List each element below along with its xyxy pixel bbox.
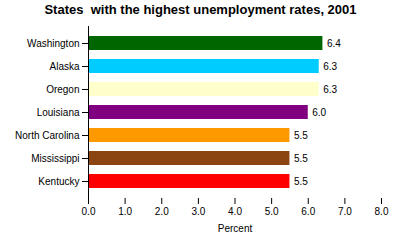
svg-text:5.5: 5.5 [294,130,308,141]
svg-text:North Carolina: North Carolina [15,130,80,141]
svg-text:6.3: 6.3 [323,84,337,95]
svg-text:8.0: 8.0 [375,206,389,217]
svg-text:5.5: 5.5 [294,153,308,164]
svg-text:2.0: 2.0 [155,206,169,217]
svg-text:1.0: 1.0 [118,206,132,217]
svg-text:6.3: 6.3 [323,61,337,72]
svg-text:Alaska: Alaska [49,61,79,72]
svg-text:6.4: 6.4 [327,38,341,49]
svg-text:6.0: 6.0 [301,206,315,217]
svg-text:5.5: 5.5 [294,176,308,187]
html-text:States with the highest unempl: States with the highest unemployment rat… [44,2,357,17]
svg-text:7.0: 7.0 [338,206,352,217]
svg-text:Oregon: Oregon [46,84,79,95]
svg-text:Washington: Washington [27,38,79,49]
svg-text:Kentucky: Kentucky [38,176,79,187]
svg-text:3.0: 3.0 [191,206,205,217]
svg-text:Louisiana: Louisiana [37,107,80,118]
svg-text:6.0: 6.0 [312,107,326,118]
svg-text:Mississippi: Mississippi [31,153,79,164]
svg-text:5.0: 5.0 [265,206,279,217]
svg-text:Percent: Percent [218,223,253,234]
svg-text:0.0: 0.0 [82,206,96,217]
svg-text:4.0: 4.0 [228,206,242,217]
